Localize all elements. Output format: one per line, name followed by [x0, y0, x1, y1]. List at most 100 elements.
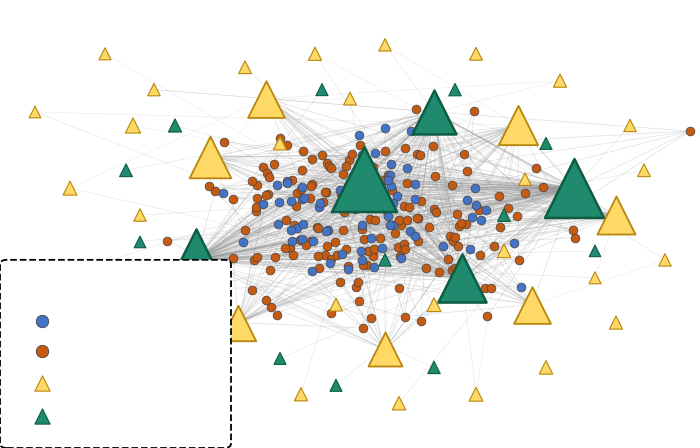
Point [638, 167, 650, 174]
Point [361, 176, 372, 183]
Point [468, 288, 479, 295]
Point [450, 264, 461, 271]
Point [297, 236, 308, 243]
Point [335, 186, 346, 193]
Point [399, 202, 410, 210]
Point [554, 77, 566, 84]
Point [274, 355, 286, 362]
Point [36, 317, 48, 324]
Point [381, 207, 392, 214]
Point [297, 183, 308, 190]
Point [177, 291, 188, 298]
Point [320, 188, 331, 195]
Point [288, 251, 299, 258]
Point [498, 211, 510, 219]
Point [345, 188, 356, 195]
Point [379, 177, 390, 184]
Point [411, 151, 422, 158]
Point [350, 284, 361, 291]
Point [368, 245, 379, 252]
Point [482, 313, 493, 320]
Point [489, 243, 500, 250]
Point [280, 245, 291, 252]
Point [228, 195, 239, 202]
Point [454, 223, 465, 230]
Point [376, 245, 387, 252]
Point [295, 391, 307, 398]
Point [495, 223, 506, 230]
Point [369, 216, 380, 224]
Point [394, 253, 405, 260]
Point [684, 128, 695, 135]
Point [298, 195, 309, 202]
Point [470, 391, 482, 398]
Point [446, 267, 457, 274]
Point [444, 232, 456, 239]
Text: Posts: Providing Support: Posts: Providing Support [66, 345, 232, 358]
Point [449, 86, 461, 93]
Point [434, 269, 445, 276]
Point [248, 256, 260, 263]
Point [476, 216, 487, 223]
Point [540, 140, 552, 147]
Text: Posts: Seeking Support: Posts: Seeking Support [66, 314, 222, 327]
Point [127, 122, 139, 129]
Point [213, 159, 224, 167]
Point [36, 412, 48, 419]
Point [449, 233, 460, 241]
Point [374, 234, 386, 241]
Point [260, 297, 271, 304]
Point [316, 151, 328, 159]
Point [359, 175, 370, 182]
Point [340, 246, 351, 253]
Point [379, 346, 391, 353]
Point [247, 178, 258, 185]
Point [313, 264, 324, 271]
Point [493, 192, 504, 199]
Point [217, 190, 228, 197]
Point [385, 183, 396, 190]
Point [402, 217, 413, 224]
Point [540, 364, 552, 371]
Point [568, 227, 579, 234]
Point [355, 183, 366, 190]
Point [78, 265, 90, 272]
Point [357, 225, 368, 233]
Point [362, 261, 373, 268]
Point [464, 246, 475, 253]
Point [322, 242, 333, 250]
Point [190, 256, 202, 263]
Point [237, 238, 248, 245]
Point [330, 382, 342, 389]
Point [297, 148, 308, 155]
Point [400, 145, 411, 152]
Point [339, 208, 350, 215]
Point [291, 190, 302, 197]
Point [384, 172, 395, 179]
Point [469, 184, 480, 191]
Point [326, 309, 337, 316]
Point [326, 256, 337, 263]
Point [395, 221, 407, 228]
Point [305, 182, 316, 190]
Point [480, 284, 491, 292]
Point [281, 142, 293, 149]
Point [354, 142, 365, 149]
Point [265, 304, 276, 311]
Point [399, 245, 410, 252]
Point [358, 176, 370, 183]
Point [352, 278, 363, 285]
Point [120, 167, 132, 174]
Point [273, 221, 284, 228]
Point [470, 201, 482, 208]
Point [379, 256, 391, 263]
Point [386, 161, 397, 168]
Point [398, 241, 409, 248]
Point [375, 192, 386, 199]
Point [420, 264, 431, 271]
Point [162, 288, 174, 295]
Point [341, 163, 352, 170]
Point [294, 237, 305, 244]
Point [451, 278, 462, 285]
Point [369, 149, 380, 156]
